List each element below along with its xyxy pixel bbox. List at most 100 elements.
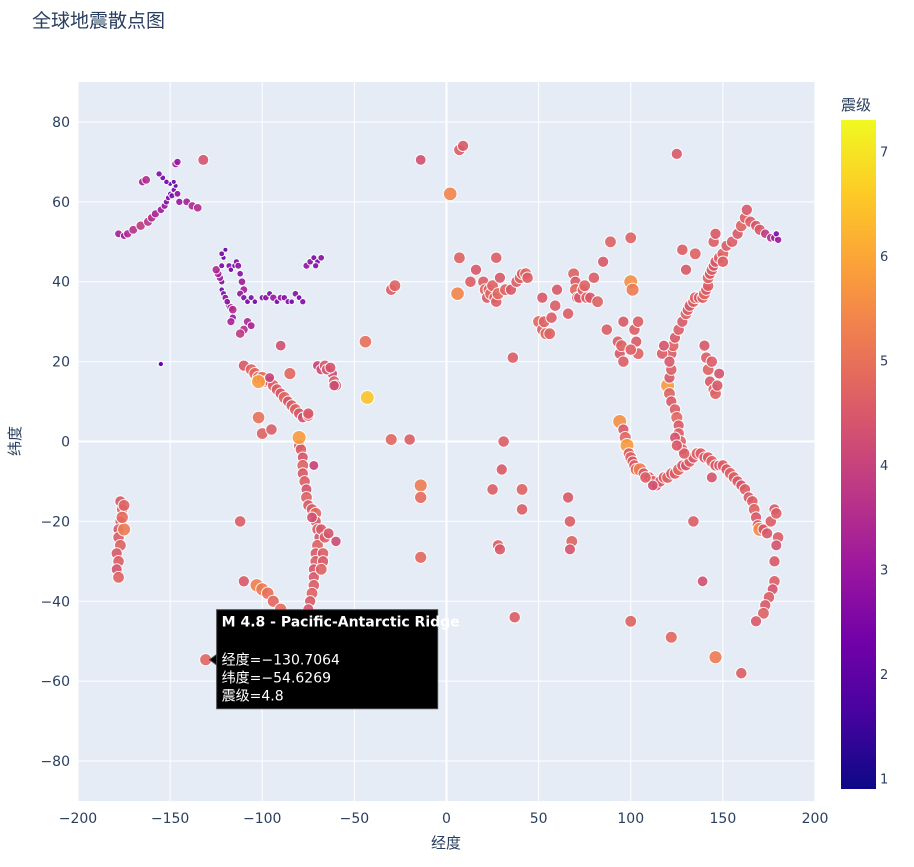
earthquake-point[interactable] — [384, 432, 398, 447]
earthquake-point[interactable] — [236, 269, 244, 278]
earthquake-point[interactable] — [330, 535, 342, 548]
earthquake-point[interactable] — [506, 351, 520, 364]
earthquake-point[interactable] — [117, 522, 132, 537]
earthquake-point[interactable] — [561, 307, 575, 320]
earthquake-point[interactable] — [705, 471, 718, 484]
earthquake-point[interactable] — [452, 251, 466, 265]
earthquake-point[interactable] — [265, 423, 278, 436]
earthquake-point[interactable] — [596, 255, 610, 268]
earthquake-point[interactable] — [646, 479, 659, 492]
earthquake-point[interactable] — [698, 339, 711, 352]
earthquake-point[interactable] — [493, 543, 507, 556]
earthquake-point[interactable] — [705, 355, 719, 368]
earthquake-point[interactable] — [670, 147, 683, 161]
earthquake-point[interactable] — [508, 610, 521, 624]
earthquake-point[interactable] — [414, 154, 427, 166]
earthquake-point[interactable] — [687, 515, 700, 528]
earthquake-point[interactable] — [192, 202, 203, 213]
earthquake-point[interactable] — [170, 178, 177, 185]
earthquake-point[interactable] — [173, 189, 182, 198]
earthquake-point[interactable] — [696, 575, 709, 588]
earthquake-point[interactable] — [291, 430, 307, 446]
earthquake-point[interactable] — [234, 328, 246, 339]
earthquake-point[interactable] — [211, 265, 221, 275]
earthquake-point[interactable] — [515, 503, 529, 516]
earthquake-point[interactable] — [173, 157, 182, 167]
earthquake-point[interactable] — [679, 263, 693, 276]
earthquake-point[interactable] — [328, 379, 340, 392]
earthquake-point[interactable] — [550, 283, 564, 296]
earthquake-point[interactable] — [302, 407, 315, 420]
earthquake-point[interactable] — [233, 515, 247, 528]
earthquake-point[interactable] — [677, 447, 691, 460]
earthquake-point[interactable] — [521, 271, 534, 285]
earthquake-point[interactable] — [625, 282, 640, 297]
earthquake-point[interactable] — [578, 279, 592, 293]
earthquake-point[interactable] — [322, 527, 335, 540]
earthquake-point[interactable] — [308, 459, 320, 471]
earthquake-point[interactable] — [740, 203, 753, 216]
earthquake-point[interactable] — [141, 175, 152, 185]
earthquake-point[interactable] — [234, 261, 243, 270]
earthquake-point[interactable] — [237, 277, 247, 287]
earthquake-point[interactable] — [227, 266, 235, 274]
earthquake-point[interactable] — [251, 298, 259, 305]
earthquake-point[interactable] — [604, 235, 617, 249]
earthquake-point[interactable] — [306, 511, 318, 524]
earthquake-point[interactable] — [600, 323, 614, 336]
earthquake-point[interactable] — [456, 139, 470, 153]
earthquake-point[interactable] — [760, 527, 774, 540]
earthquake-point[interactable] — [237, 575, 250, 588]
earthquake-point[interactable] — [227, 304, 238, 315]
earthquake-point[interactable] — [770, 507, 783, 520]
earthquake-point[interactable] — [251, 410, 266, 425]
earthquake-point[interactable] — [670, 439, 683, 452]
earthquake-point[interactable] — [486, 483, 499, 496]
earthquake-point[interactable] — [624, 343, 638, 356]
data-points[interactable] — [110, 139, 785, 680]
earthquake-point[interactable] — [716, 255, 730, 269]
earthquake-point[interactable] — [218, 262, 226, 270]
earthquake-point[interactable] — [735, 666, 748, 680]
earthquake-point[interactable] — [497, 435, 510, 448]
earthquake-point[interactable] — [708, 650, 723, 665]
earthquake-point[interactable] — [711, 379, 724, 392]
earthquake-point[interactable] — [163, 178, 170, 186]
earthquake-point[interactable] — [561, 491, 575, 504]
earthquake-point[interactable] — [515, 483, 529, 496]
earthquake-point[interactable] — [624, 231, 638, 245]
earthquake-point[interactable] — [469, 263, 483, 276]
earthquake-point[interactable] — [631, 315, 645, 328]
earthquake-point[interactable] — [246, 321, 256, 331]
earthquake-point[interactable] — [312, 262, 320, 270]
earthquake-point[interactable] — [657, 339, 670, 352]
earthquake-point[interactable] — [663, 355, 676, 368]
earthquake-point[interactable] — [545, 311, 558, 324]
earthquake-point[interactable] — [713, 367, 726, 380]
earthquake-point[interactable] — [536, 291, 549, 304]
earthquake-point[interactable] — [749, 615, 763, 628]
earthquake-point[interactable] — [317, 253, 326, 262]
earthquake-point[interactable] — [388, 279, 402, 293]
earthquake-point[interactable] — [489, 251, 503, 265]
earthquake-point[interactable] — [157, 360, 165, 368]
earthquake-point[interactable] — [563, 543, 576, 556]
earthquake-point[interactable] — [283, 367, 297, 381]
earthquake-point[interactable] — [757, 606, 770, 620]
earthquake-point[interactable] — [464, 275, 477, 289]
earthquake-point[interactable] — [768, 555, 781, 568]
earthquake-point[interactable] — [274, 339, 287, 352]
earthquake-point[interactable] — [563, 515, 577, 528]
earthquake-point[interactable] — [358, 334, 373, 349]
earthquake-point[interactable] — [587, 271, 601, 285]
earthquake-point[interactable] — [117, 499, 131, 512]
earthquake-point[interactable] — [414, 490, 428, 505]
earthquake-point[interactable] — [314, 562, 328, 576]
earthquake-point[interactable] — [639, 471, 652, 484]
earthquake-point[interactable] — [617, 355, 630, 368]
earthquake-point[interactable] — [413, 478, 428, 493]
earthquake-point[interactable] — [591, 295, 604, 309]
earthquake-point[interactable] — [664, 630, 678, 644]
earthquake-point[interactable] — [175, 197, 184, 207]
